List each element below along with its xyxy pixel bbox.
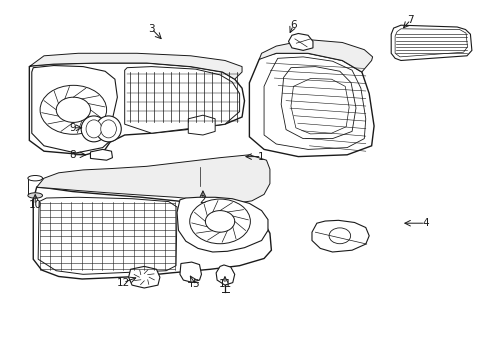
Text: 9: 9 <box>69 123 76 133</box>
Polygon shape <box>216 265 234 285</box>
Text: 3: 3 <box>148 24 155 34</box>
Text: 8: 8 <box>69 150 76 160</box>
Polygon shape <box>29 63 244 155</box>
Ellipse shape <box>28 175 42 181</box>
Polygon shape <box>28 178 42 195</box>
Ellipse shape <box>81 116 106 142</box>
Polygon shape <box>259 40 372 72</box>
Polygon shape <box>29 53 242 79</box>
Circle shape <box>205 211 234 232</box>
Polygon shape <box>180 262 201 282</box>
Text: 12: 12 <box>116 278 130 288</box>
Text: 11: 11 <box>218 279 231 289</box>
Polygon shape <box>177 197 267 252</box>
Polygon shape <box>124 67 239 133</box>
Polygon shape <box>264 57 365 149</box>
Ellipse shape <box>86 120 102 138</box>
Circle shape <box>56 97 90 122</box>
Ellipse shape <box>101 120 116 138</box>
Ellipse shape <box>96 116 121 142</box>
Text: 10: 10 <box>29 200 41 210</box>
Circle shape <box>40 85 106 134</box>
Polygon shape <box>290 78 348 134</box>
Polygon shape <box>188 165 215 187</box>
Polygon shape <box>37 155 269 203</box>
Text: 5: 5 <box>192 279 199 289</box>
Circle shape <box>189 199 250 244</box>
Text: 4: 4 <box>421 218 428 228</box>
Text: 1: 1 <box>258 152 264 162</box>
Polygon shape <box>188 115 215 135</box>
Polygon shape <box>249 53 373 157</box>
Polygon shape <box>288 33 312 50</box>
Polygon shape <box>33 187 271 279</box>
Polygon shape <box>38 197 177 274</box>
Circle shape <box>328 228 350 244</box>
Polygon shape <box>394 29 467 57</box>
Polygon shape <box>90 149 112 160</box>
Text: 7: 7 <box>407 15 413 25</box>
Polygon shape <box>128 266 160 288</box>
Polygon shape <box>32 66 117 153</box>
Polygon shape <box>390 25 471 60</box>
Ellipse shape <box>28 193 42 198</box>
Polygon shape <box>311 220 368 252</box>
Polygon shape <box>281 67 355 139</box>
Text: 2: 2 <box>199 195 206 205</box>
Text: 6: 6 <box>289 20 296 30</box>
